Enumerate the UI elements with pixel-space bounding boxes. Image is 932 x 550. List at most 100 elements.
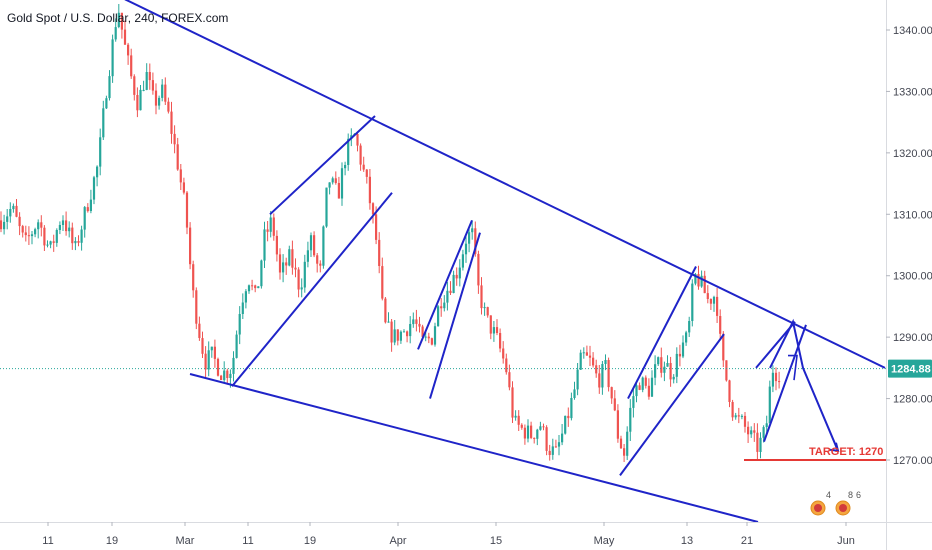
candle-body: [291, 249, 294, 268]
candle-body: [111, 39, 114, 77]
candle-body: [83, 207, 86, 230]
candle-body: [133, 76, 136, 95]
candle-body: [393, 329, 396, 343]
candle-body: [554, 446, 557, 448]
upper-wedge-line[interactable]: [124, 0, 886, 369]
candle-body: [632, 396, 635, 408]
candle-body: [607, 360, 610, 388]
candle-body: [154, 90, 158, 106]
candle-body: [654, 364, 657, 378]
candle-body: [371, 203, 375, 215]
candle-body: [526, 425, 530, 439]
candle-body: [517, 415, 520, 425]
candle-body: [139, 89, 142, 111]
candle-body: [257, 286, 260, 289]
candle-body: [55, 230, 58, 243]
candle-body: [114, 27, 117, 40]
channel-2-bottom[interactable]: [429, 232, 481, 399]
candle-body: [650, 377, 654, 397]
candle-body: [34, 229, 37, 235]
candle-body: [409, 324, 412, 337]
candle-body: [40, 222, 43, 228]
candle-body: [765, 423, 768, 428]
channel-3-bottom[interactable]: [619, 333, 725, 476]
candle-body: [638, 385, 641, 390]
price-tick-label: 1290.00: [893, 332, 932, 344]
candle-body: [759, 437, 762, 452]
candle-body: [201, 338, 204, 354]
price-tick-label: 1340.00: [893, 25, 932, 37]
candle-body: [223, 370, 226, 381]
candle-body: [387, 321, 390, 323]
candle-body: [570, 398, 573, 419]
candle-body: [61, 220, 65, 225]
price-axis[interactable]: 1270.00 1280.00 1290.00 1300.00 1310.00 1320.…: [886, 0, 932, 550]
candle-body: [331, 178, 334, 183]
candle-body: [151, 80, 154, 91]
candle-body: [167, 101, 170, 112]
candle-body: [753, 430, 756, 433]
candle-body: [399, 331, 402, 341]
candle-body: [740, 415, 743, 417]
channel-3-top[interactable]: [627, 266, 697, 400]
time-tick-label: Jun: [837, 535, 855, 547]
candle-body: [303, 261, 306, 288]
candle-body: [232, 357, 235, 374]
candle-body: [347, 138, 350, 165]
candle-body: [161, 84, 164, 98]
candle-body: [71, 227, 74, 244]
candle-body: [220, 375, 223, 380]
channel-1-top[interactable]: [269, 115, 376, 216]
event-flag-count: 4: [826, 490, 831, 500]
candle-body: [278, 254, 282, 273]
candle-body: [440, 306, 443, 309]
candle-body: [427, 336, 430, 339]
projection-path[interactable]: [769, 318, 839, 452]
candle-body: [660, 357, 663, 373]
candle-body: [418, 323, 421, 327]
candle-body: [629, 407, 632, 432]
candle-body: [728, 380, 731, 402]
candle-body: [502, 348, 505, 359]
candle-body: [675, 353, 678, 377]
candle-body: [716, 296, 719, 316]
candle-body: [142, 89, 145, 91]
channel-2-top[interactable]: [417, 220, 473, 350]
candle-body: [356, 134, 359, 146]
candle-body: [269, 217, 272, 232]
candle-body: [58, 225, 61, 230]
candle-body: [0, 220, 3, 230]
candle-body: [375, 214, 378, 240]
lower-wedge-line[interactable]: [189, 373, 759, 523]
candle-body: [523, 427, 526, 439]
candle-body: [579, 352, 582, 370]
candle-body: [127, 44, 130, 56]
candle-body: [213, 346, 216, 359]
candle-body: [390, 321, 393, 343]
candle-body: [158, 97, 161, 106]
candle-body: [641, 377, 644, 390]
candle-body: [9, 209, 12, 217]
candle-body: [27, 235, 30, 237]
candle-body: [669, 363, 672, 380]
candle-body: [542, 426, 545, 428]
time-tick-label: 11: [242, 535, 253, 547]
candle-body: [706, 293, 709, 299]
channel-1-bottom[interactable]: [231, 192, 393, 387]
candle-body: [486, 307, 489, 316]
candle-body: [461, 254, 464, 268]
candle-body: [415, 319, 418, 324]
candle-body: [489, 315, 492, 334]
candle-body: [108, 76, 111, 99]
candle-body: [737, 415, 740, 417]
candle-body: [313, 235, 316, 256]
candle-body: [43, 227, 46, 246]
price-tick-label: 1320.00: [893, 148, 932, 160]
channel-4-bottom[interactable]: [763, 324, 807, 442]
candle-body: [46, 244, 49, 246]
candle-body: [189, 227, 192, 265]
time-axis[interactable]: 11 19 Mar 11 19 Apr 15 May 13 21 Jun: [0, 522, 932, 547]
candle-body: [446, 290, 449, 303]
